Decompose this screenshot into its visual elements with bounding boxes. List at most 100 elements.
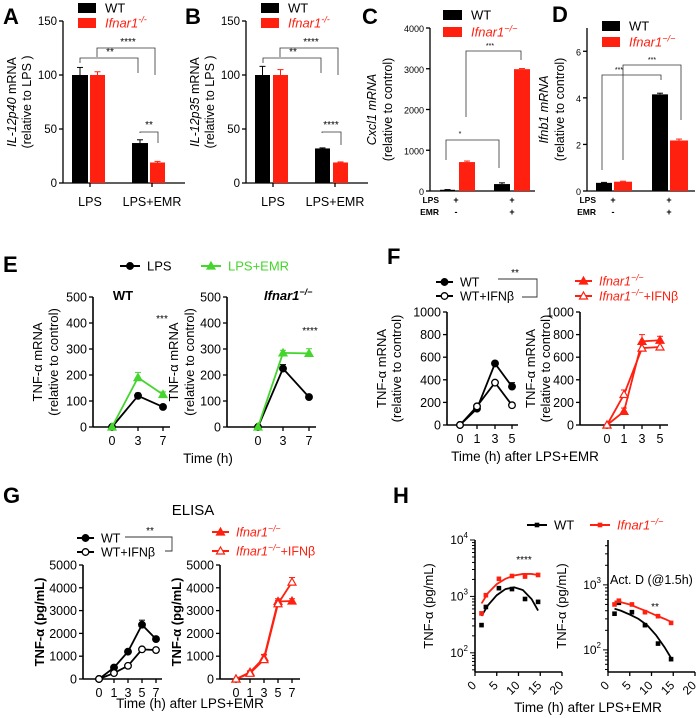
significance-bracket — [125, 536, 173, 552]
x-tick-label: 3 — [492, 432, 499, 446]
x-tick-label: 0 — [604, 432, 611, 446]
data-point — [152, 646, 160, 654]
x-tick-label: 0 — [96, 686, 103, 700]
data-point — [230, 673, 242, 683]
x-tick-label: 20 — [680, 678, 700, 698]
legend-label: Ifnar1−/−+IFNβ — [599, 288, 678, 304]
y-tick-label: 0 — [234, 178, 240, 190]
y-tick-label: 0 — [567, 419, 574, 433]
legend-label: WT — [460, 276, 480, 290]
data-point — [509, 586, 515, 592]
x-tick-label: 10 — [503, 678, 523, 698]
legend-label: WT — [629, 19, 649, 34]
condition-value: + — [610, 195, 615, 205]
legend-swatch — [443, 27, 462, 37]
text-span: LPS — [147, 259, 172, 274]
bar-ifnar1 — [459, 162, 475, 191]
data-point — [629, 602, 635, 607]
condition-value: + — [666, 207, 671, 217]
legend-marker — [578, 275, 589, 285]
text-span: WT — [471, 8, 491, 23]
y-tick-label: 2000 — [404, 106, 424, 116]
significance-stars: ** — [289, 47, 297, 58]
data-point — [508, 382, 516, 391]
y-tick-label: 0 — [51, 178, 57, 190]
x-tick-label: 0 — [109, 434, 116, 448]
significance-stars: **** — [303, 37, 319, 48]
legend-swatch — [261, 18, 279, 28]
data-point — [244, 668, 256, 677]
text-span: −/− — [631, 288, 644, 298]
data-point — [124, 661, 132, 670]
legend-marker — [81, 534, 90, 542]
data-point — [258, 654, 270, 664]
significance-stars: **** — [516, 555, 532, 566]
legend-label: Ifnar1-/- — [105, 14, 147, 30]
y-tick-label: 800 — [553, 328, 574, 342]
text-span: Ifnar1 — [471, 25, 504, 40]
y-tick-label: 200 — [553, 396, 574, 410]
y-tick-label: 5000 — [186, 559, 214, 573]
x-tick-label: 0 — [255, 434, 262, 448]
text-span: WT — [288, 1, 308, 16]
bar-ifnar1 — [150, 162, 165, 183]
text-span: −/− — [268, 524, 281, 534]
bar-wt — [132, 143, 148, 183]
y-tick-label: 2000 — [49, 627, 77, 641]
y-axis-label: TNF-α (pg/mL) — [169, 578, 184, 667]
series-line — [606, 346, 661, 426]
data-point — [491, 378, 499, 387]
y-tick-label: 400 — [553, 373, 574, 387]
y-tick-label: 4000 — [49, 581, 77, 595]
y-axis-title-italic: IL-12p40 — [5, 97, 19, 146]
y-tick-label: 1000 — [49, 650, 77, 664]
data-point — [138, 620, 146, 629]
text-span: WT+IFNβ — [101, 546, 155, 560]
data-point — [159, 403, 167, 411]
data-point — [616, 598, 622, 604]
y-axis-title-plain: mRNA — [5, 57, 19, 98]
y-axis-title: TNF-α (pg/mL) — [421, 563, 436, 649]
text-span: Ifnar1 — [599, 290, 631, 304]
data-point — [496, 576, 502, 582]
y-tick-label: 3000 — [404, 65, 424, 75]
significance-stars: *** — [615, 67, 623, 74]
y-axis-label: Ifnb1 mRNA (relative to control) — [537, 58, 567, 162]
text-span: -/- — [321, 14, 330, 24]
x-tick-label: 3 — [135, 434, 142, 448]
significance-stars: *** — [486, 43, 494, 50]
y-axis-subtitle: (relative to control) — [538, 315, 553, 423]
panel-label: A — [3, 4, 19, 29]
text-span: WT — [101, 532, 121, 546]
y-axis-label: TNF-α mRNA (relative to control) — [166, 308, 197, 416]
data-point — [509, 573, 515, 579]
y-tick-label: 500 — [66, 291, 87, 305]
data-point — [655, 613, 661, 619]
significance-stars: ** — [106, 47, 114, 58]
y-tick-label: 3000 — [49, 604, 77, 618]
y-tick-label: 200 — [66, 369, 87, 383]
y-tick-label: 0 — [576, 187, 581, 197]
data-point — [106, 421, 118, 431]
data-point — [483, 592, 489, 598]
text-span: Ifnar1 — [617, 518, 650, 533]
data-point — [642, 609, 648, 615]
fit-curve — [614, 600, 672, 623]
x-tick-label: 10 — [636, 678, 656, 698]
panel-label: F — [387, 244, 400, 269]
x-category-label: LPS — [261, 195, 285, 209]
data-point — [654, 341, 666, 351]
y-tick-label: 100 — [200, 395, 221, 409]
data-point — [303, 348, 315, 358]
significance-stars: * — [459, 131, 462, 138]
x-tick-label: 5 — [486, 678, 501, 693]
y-tick-label: 200 — [200, 369, 221, 383]
significance-bracket — [445, 139, 500, 168]
x-tick-label: 1 — [111, 686, 118, 700]
y-tick-label: 3000 — [186, 604, 214, 618]
condition-value: + — [666, 195, 671, 205]
y-tick-label: 0 — [207, 673, 214, 687]
y-tick-label: 102 — [583, 641, 601, 657]
text-span: Ifnar1 — [105, 16, 138, 31]
text-span: Ifnar1 — [236, 526, 268, 540]
